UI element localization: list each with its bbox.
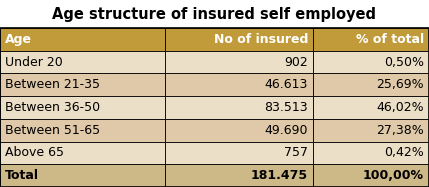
Bar [313,164,429,187]
Text: 100,00%: 100,00% [363,169,424,182]
Bar [313,142,429,164]
Text: Age structure of insured self employed: Age structure of insured self employed [52,7,377,22]
Bar [0,73,165,96]
Text: 0,50%: 0,50% [384,56,424,69]
Text: % of total: % of total [356,33,424,46]
Text: No of insured: No of insured [214,33,308,46]
Text: Age: Age [5,33,32,46]
Bar [0,28,165,51]
Bar [165,164,313,187]
Text: 902: 902 [284,56,308,69]
Bar [0,96,165,119]
Bar [165,51,313,73]
Bar [0,119,165,142]
Text: 46.613: 46.613 [265,78,308,91]
Text: Between 36-50: Between 36-50 [5,101,100,114]
Bar [165,96,313,119]
Bar [165,73,313,96]
Bar [313,51,429,73]
Bar [0,142,165,164]
Text: Above 65: Above 65 [5,146,64,160]
Text: Between 21-35: Between 21-35 [5,78,100,91]
Bar [313,96,429,119]
Text: 0,42%: 0,42% [384,146,424,160]
Bar [165,28,313,51]
Text: 757: 757 [284,146,308,160]
Bar [313,119,429,142]
Bar [313,73,429,96]
Bar [165,142,313,164]
Text: Total: Total [5,169,39,182]
Text: Between 51-65: Between 51-65 [5,124,100,137]
Text: 25,69%: 25,69% [376,78,424,91]
Text: 83.513: 83.513 [265,101,308,114]
Text: Under 20: Under 20 [5,56,63,69]
Bar [165,119,313,142]
Bar [313,28,429,51]
Text: 27,38%: 27,38% [376,124,424,137]
Text: 46,02%: 46,02% [376,101,424,114]
Bar [0,164,165,187]
Text: 49.690: 49.690 [265,124,308,137]
Bar [0,0,429,28]
Bar [0,51,165,73]
Bar [0,28,429,187]
Text: 181.475: 181.475 [251,169,308,182]
